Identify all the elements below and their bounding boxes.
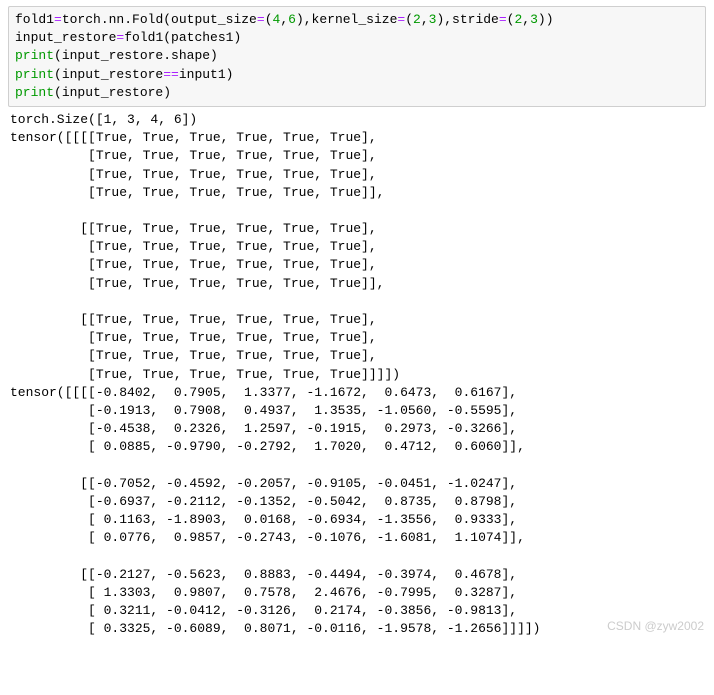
code-line-1: fold1=torch.nn.Fold(output_size=(4,6),ke… [15, 12, 554, 27]
code-line-2: input_restore=fold1(patches1) [15, 30, 241, 45]
code-line-4: print(input_restore==input1) [15, 67, 233, 82]
code-cell: fold1=torch.nn.Fold(output_size=(4,6),ke… [8, 6, 706, 107]
output-cell: torch.Size([1, 3, 4, 6]) tensor([[[[True… [10, 111, 704, 638]
code-line-5: print(input_restore) [15, 85, 171, 100]
watermark: CSDN @zyw2002 [607, 618, 704, 635]
code-line-3: print(input_restore.shape) [15, 48, 218, 63]
